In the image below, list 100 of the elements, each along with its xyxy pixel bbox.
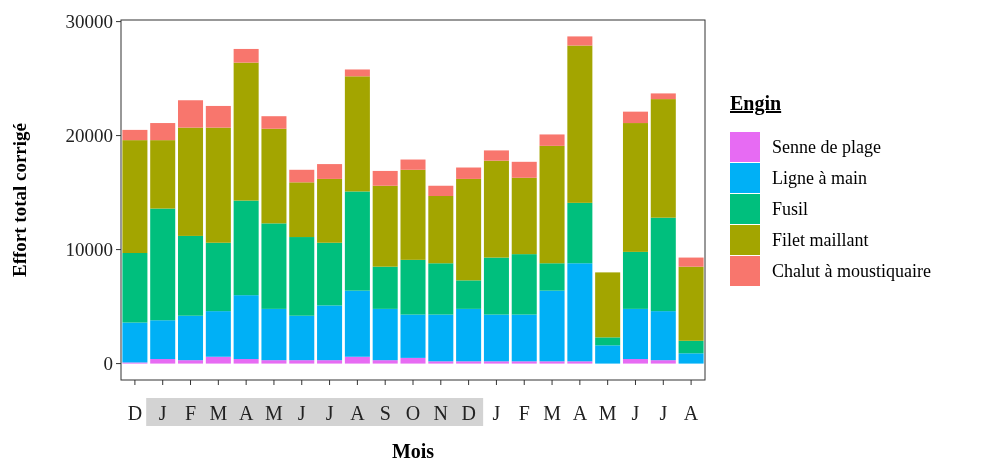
x-tick-label: J	[297, 402, 306, 424]
bar	[400, 169, 426, 260]
x-tick-label: A	[572, 402, 588, 424]
bar	[205, 127, 231, 243]
bar	[205, 242, 231, 312]
bar	[344, 69, 370, 77]
x-tick-label: A	[683, 402, 699, 424]
bar	[567, 45, 593, 203]
bar	[428, 196, 454, 264]
bar	[539, 263, 565, 291]
x-tick-label: M	[265, 402, 284, 424]
bar	[539, 290, 565, 362]
bar	[122, 322, 148, 363]
bar	[233, 295, 259, 360]
bar	[567, 36, 593, 46]
bar	[150, 208, 176, 321]
bar	[372, 266, 398, 309]
bar	[372, 308, 398, 361]
legend-title: Engin	[730, 92, 782, 115]
bar	[456, 178, 482, 281]
bar	[289, 169, 315, 183]
bar	[678, 353, 704, 364]
bar	[400, 314, 426, 358]
bar	[650, 311, 676, 361]
bar	[622, 123, 648, 252]
x-tick-label: J	[631, 402, 640, 424]
bar	[595, 337, 621, 346]
bar	[344, 356, 370, 364]
bar	[650, 360, 676, 364]
y-tick-label: 10000	[65, 239, 113, 261]
bar	[483, 361, 509, 364]
x-tick-label: A	[350, 402, 366, 424]
bar	[205, 356, 231, 364]
bar	[511, 314, 537, 362]
bar	[483, 150, 509, 161]
bar	[178, 127, 204, 236]
bar	[150, 320, 176, 360]
bar	[150, 123, 176, 141]
bar	[289, 360, 315, 364]
bar	[539, 361, 565, 364]
bar	[317, 305, 343, 361]
x-tick-label: A	[238, 402, 254, 424]
bar	[233, 200, 259, 296]
bar	[372, 170, 398, 186]
x-axis-title: Mois	[391, 440, 435, 462]
bar	[650, 93, 676, 100]
y-axis-title: Effort total corrigé	[9, 122, 30, 278]
legend-label: Senne de plage	[772, 137, 881, 157]
bar	[372, 185, 398, 267]
bar	[650, 99, 676, 218]
bar	[428, 185, 454, 197]
bar	[622, 251, 648, 309]
x-tick-label: J	[158, 402, 167, 424]
x-tick-label: J	[492, 402, 501, 424]
bar	[178, 315, 204, 361]
x-tick-label: D	[127, 402, 143, 424]
bar	[178, 235, 204, 316]
y-tick-label: 20000	[65, 125, 113, 147]
bar	[511, 161, 537, 178]
bar	[567, 263, 593, 362]
x-tick-label: N	[433, 402, 449, 424]
bar	[122, 129, 148, 141]
x-tick-label: M	[543, 402, 562, 424]
bar	[233, 359, 259, 364]
bar	[595, 345, 621, 364]
bar	[511, 254, 537, 315]
bar	[317, 360, 343, 364]
bar	[122, 140, 148, 254]
x-tick-label: M	[598, 402, 617, 424]
bar	[539, 145, 565, 264]
y-tick-label: 0	[103, 353, 113, 375]
bar	[344, 76, 370, 192]
bar	[511, 361, 537, 364]
bar	[595, 272, 621, 338]
y-tick-label: 30000	[65, 11, 113, 33]
bar	[428, 361, 454, 364]
x-tick-label: F	[184, 402, 197, 424]
bar	[317, 178, 343, 243]
bar	[317, 164, 343, 179]
bar	[678, 266, 704, 341]
bar	[150, 359, 176, 364]
bar	[261, 116, 287, 129]
bar	[428, 263, 454, 315]
bar	[233, 62, 259, 201]
bar	[372, 360, 398, 364]
bar	[622, 308, 648, 360]
bar	[539, 134, 565, 146]
bar	[456, 167, 482, 179]
bar	[567, 202, 593, 264]
bar	[205, 105, 231, 128]
bar	[456, 280, 482, 309]
x-tick-label: D	[461, 402, 476, 424]
bar	[289, 182, 315, 238]
legend-label: Ligne à main	[772, 168, 867, 188]
bar	[678, 257, 704, 267]
bar	[400, 357, 426, 364]
legend-label: Chalut à moustiquaire	[772, 261, 931, 281]
bar	[456, 361, 482, 364]
x-tick-label: J	[659, 402, 668, 424]
x-tick-label: O	[405, 402, 421, 424]
